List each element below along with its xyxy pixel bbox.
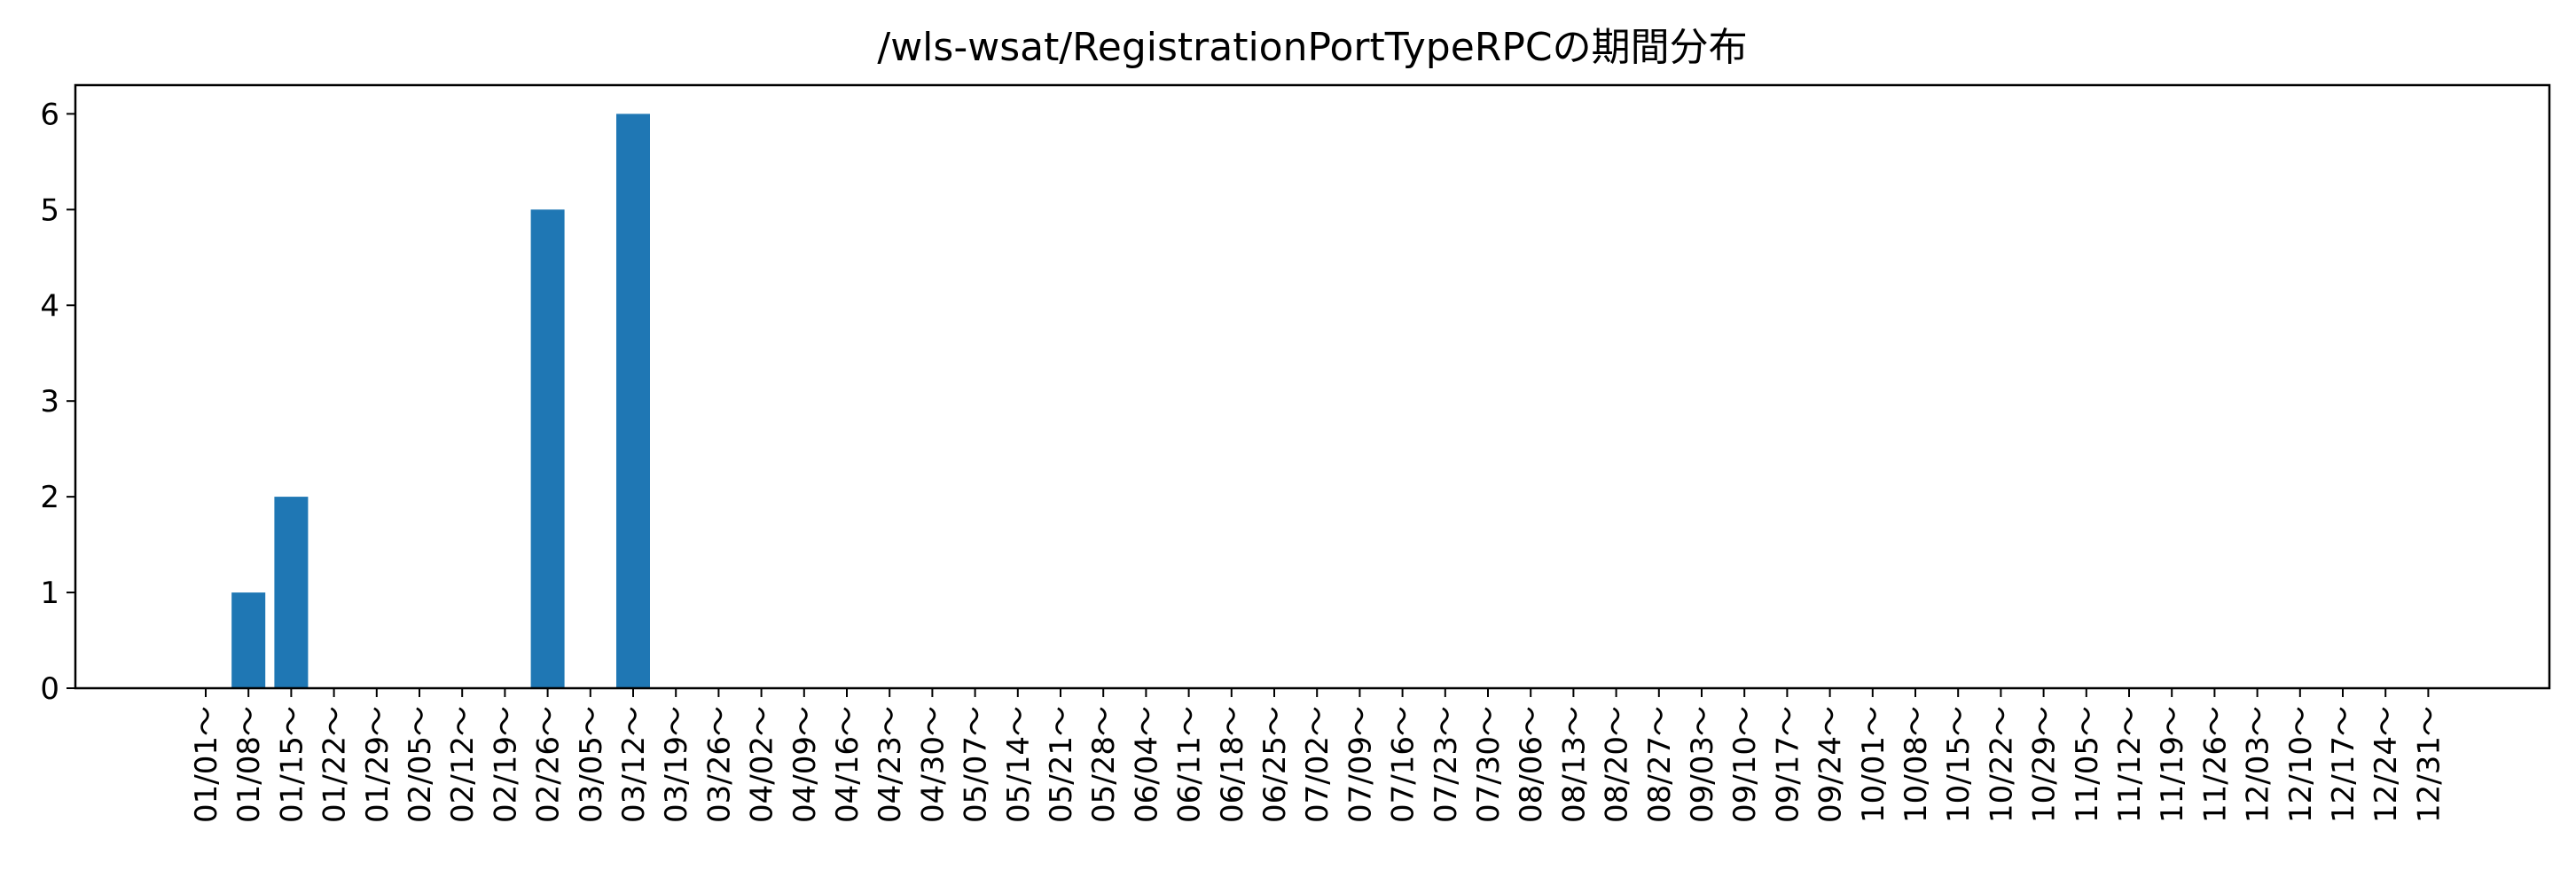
x-tick-label: 07/30～ <box>1471 706 1507 823</box>
x-tick-label: 10/15～ <box>1941 706 1977 823</box>
x-tick-label: 11/12～ <box>2112 706 2148 823</box>
x-tick-label: 09/17～ <box>1770 706 1805 823</box>
x-tick-label: 01/08～ <box>231 706 267 823</box>
x-tick-label: 11/05～ <box>2070 706 2105 823</box>
x-tick-label: 02/26～ <box>531 706 567 823</box>
x-tick-label: 12/03～ <box>2241 706 2276 823</box>
x-tick-label: 07/23～ <box>1429 706 1464 823</box>
y-tick-label: 6 <box>40 97 59 132</box>
x-tick-label: 04/09～ <box>787 706 823 823</box>
y-axis: 0 1 2 3 4 5 6 <box>40 97 75 707</box>
x-tick-label: 06/25～ <box>1257 706 1293 823</box>
y-tick-label: 1 <box>40 576 59 611</box>
x-tick-label: 05/21～ <box>1044 706 1079 823</box>
x-tick-label: 08/06～ <box>1514 706 1549 823</box>
bar <box>274 497 309 688</box>
x-tick-label: 10/01～ <box>1856 706 1891 823</box>
x-tick-label: 04/02～ <box>745 706 780 823</box>
bar <box>231 592 266 688</box>
x-tick-label: 11/19～ <box>2155 706 2190 823</box>
x-tick-label: 12/24～ <box>2369 706 2404 823</box>
x-tick-label: 08/20～ <box>1600 706 1635 823</box>
x-tick-label: 07/09～ <box>1343 706 1378 823</box>
bars-group <box>231 114 650 689</box>
x-tick-label: 05/14～ <box>1001 706 1037 823</box>
bar <box>530 209 565 689</box>
x-tick-label: 04/23～ <box>873 706 908 823</box>
x-tick-label: 06/11～ <box>1172 706 1208 823</box>
x-tick-label: 12/17～ <box>2326 706 2361 823</box>
x-tick-label: 10/22～ <box>1984 706 2019 823</box>
x-tick-label: 07/16～ <box>1386 706 1421 823</box>
x-tick-label: 02/12～ <box>445 706 481 823</box>
x-tick-label: 04/30～ <box>915 706 951 823</box>
bar <box>616 114 650 688</box>
x-tick-label: 12/31～ <box>2411 706 2447 823</box>
y-tick-label: 0 <box>40 671 59 707</box>
y-tick-label: 5 <box>40 192 59 228</box>
x-tick-label: 05/28～ <box>1086 706 1122 823</box>
x-tick-label: 01/01～ <box>189 706 224 823</box>
x-tick-label: 12/10～ <box>2283 706 2319 823</box>
x-tick-label: 04/16～ <box>830 706 865 823</box>
y-tick-label: 2 <box>40 480 59 515</box>
x-tick-label: 03/19～ <box>659 706 694 823</box>
x-tick-label: 07/02～ <box>1300 706 1335 823</box>
x-tick-label: 03/12～ <box>616 706 652 823</box>
x-tick-label: 05/07～ <box>959 706 994 823</box>
x-tick-label: 02/05～ <box>403 706 438 823</box>
x-tick-label: 08/27～ <box>1642 706 1678 823</box>
x-tick-label: 08/13～ <box>1556 706 1592 823</box>
x-tick-label: 09/24～ <box>1813 706 1849 823</box>
plot-frame <box>74 83 2551 690</box>
x-tick-label: 01/22～ <box>317 706 353 823</box>
x-tick-label: 01/29～ <box>360 706 395 823</box>
x-axis: 01/01～ 01/08～ 01/15～ 01/22～ 01/29～ 02/05～ 02/1… <box>189 688 2447 823</box>
x-tick-label: 10/08～ <box>1899 706 1934 823</box>
x-tick-label: 10/29～ <box>2027 706 2063 823</box>
x-tick-label: 06/18～ <box>1215 706 1250 823</box>
x-tick-label: 02/19～ <box>488 706 523 823</box>
x-tick-label: 11/26～ <box>2197 706 2233 823</box>
x-tick-label: 03/26～ <box>701 706 737 823</box>
x-tick-label: 01/15～ <box>274 706 309 823</box>
y-tick-label: 3 <box>40 384 59 419</box>
chart-title: /wls-wsat/RegistrationPortTypeRPCの期間分布 <box>877 25 1747 70</box>
x-tick-label: 09/03～ <box>1685 706 1720 823</box>
y-tick-label: 4 <box>40 288 59 324</box>
x-tick-label: 09/10～ <box>1727 706 1763 823</box>
x-tick-label: 03/05～ <box>574 706 609 823</box>
x-tick-label: 06/04～ <box>1129 706 1164 823</box>
